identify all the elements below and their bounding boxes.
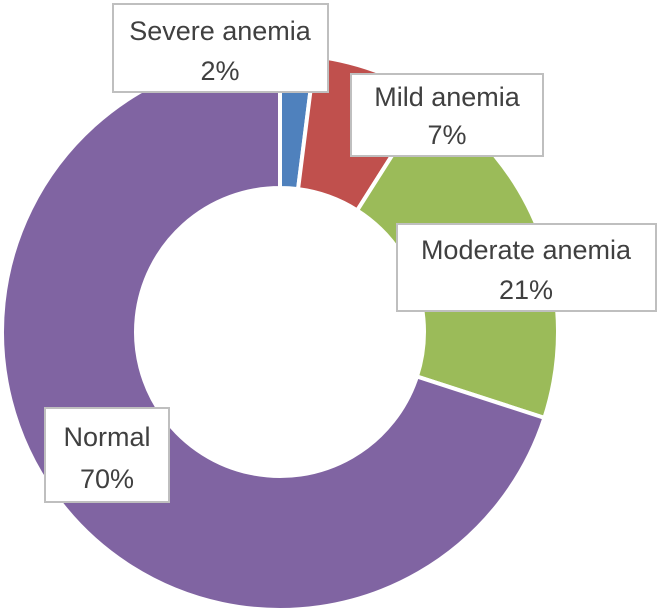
label-mild-anemia: Mild anemia 7% [350, 73, 544, 157]
label-box-moderate-anemia [396, 223, 657, 312]
label-box-normal [44, 407, 170, 503]
label-normal: Normal 70% [44, 407, 170, 503]
label-value-moderate-anemia: 21% [499, 275, 553, 305]
label-box-severe-anemia [112, 3, 329, 93]
label-name-moderate-anemia: Moderate anemia [421, 235, 632, 265]
label-value-normal: 70% [80, 464, 134, 494]
label-box-mild-anemia [350, 73, 544, 157]
label-name-mild-anemia: Mild anemia [374, 82, 521, 112]
label-name-normal: Normal [63, 422, 150, 452]
label-value-mild-anemia: 7% [427, 120, 466, 150]
label-severe-anemia: Severe anemia 2% [112, 3, 329, 93]
label-value-severe-anemia: 2% [200, 56, 239, 86]
label-moderate-anemia: Moderate anemia 21% [396, 223, 657, 312]
label-name-severe-anemia: Severe anemia [129, 16, 312, 46]
